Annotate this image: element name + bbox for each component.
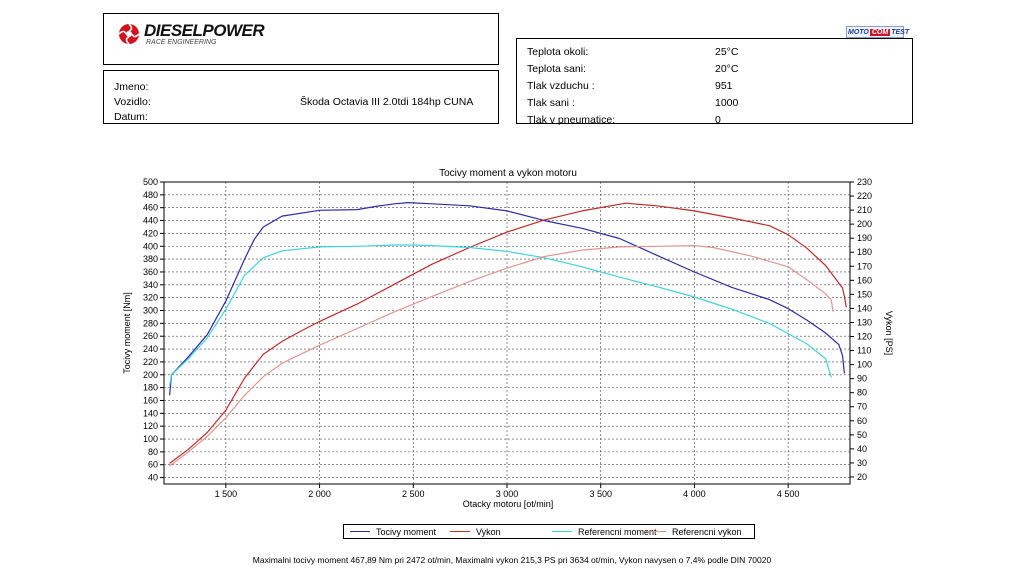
- intake-temp-value: 20°C: [715, 63, 739, 75]
- vehicle-info-panel: Jmeno: Vozidlo: Škoda Octavia III 2.0tdi…: [103, 70, 499, 124]
- y-left-tick-label: 460: [143, 203, 158, 213]
- y-right-tick-label: 230: [857, 177, 872, 187]
- y-right-tick-label: 140: [857, 303, 872, 313]
- summary-footer: Maximalni tocivy moment 467,89 Nm pri 24…: [252, 555, 772, 565]
- tire-pressure-label: Tlak v pneumatice:: [527, 114, 616, 126]
- chart-legend: Tocivy moment Vykon Referencni moment Re…: [343, 524, 755, 539]
- y-left-tick-label: 300: [143, 306, 158, 316]
- legend-swatch-ref-power: [646, 531, 666, 532]
- y-left-tick-label: 160: [143, 395, 158, 405]
- y-left-tick-label: 100: [143, 434, 158, 444]
- y-left-tick-label: 220: [143, 357, 158, 367]
- ambient-temp-label: Teplota okoli:: [527, 46, 589, 58]
- y-right-tick-label: 120: [857, 332, 872, 342]
- motocom-test-badge: MOTO COM TEST: [846, 26, 909, 38]
- air-pressure-value: 951: [715, 80, 733, 92]
- legend-item-power: Vykon: [450, 525, 501, 538]
- y-right-tick-label: 110: [857, 346, 871, 356]
- y-left-tick-label: 400: [143, 241, 158, 251]
- name-label: Jmeno:: [114, 81, 149, 93]
- vehicle-label: Vozidlo:: [114, 96, 151, 108]
- power-line: [169, 202, 847, 464]
- y-right-tick-label: 160: [857, 275, 872, 285]
- legend-label-ref-torque: Referencni moment: [578, 526, 657, 537]
- y-right-tick-label: 60: [857, 416, 867, 426]
- y-axis-left-title: Tocivy moment [Nm]: [122, 292, 132, 374]
- y-left-tick-label: 80: [148, 447, 158, 457]
- legend-item-ref-torque: Referencni moment: [552, 525, 657, 538]
- y-right-tick-label: 80: [857, 388, 867, 398]
- x-tick-label: 2 500: [402, 489, 425, 499]
- y-right-tick-label: 30: [857, 458, 867, 468]
- y-right-tick-label: 210: [857, 205, 872, 215]
- x-axis-title: Otacky motoru [ot/min]: [463, 499, 554, 509]
- y-left-tick-label: 180: [143, 383, 158, 393]
- y-left-tick-label: 40: [148, 473, 158, 483]
- ambient-temp-value: 25°C: [715, 46, 739, 58]
- y-left-tick-label: 420: [143, 228, 158, 238]
- legend-label-power: Vykon: [476, 526, 501, 537]
- y-right-tick-label: 190: [857, 233, 872, 243]
- y-right-tick-label: 100: [857, 360, 872, 370]
- legend-item-torque: Tocivy moment: [350, 525, 436, 538]
- chart-title: Tocivy moment a vykon motoru: [439, 168, 577, 179]
- conditions-panel: Teplota okoli: 25°C Teplota sani: 20°C T…: [516, 38, 913, 126]
- y-left-tick-label: 280: [143, 318, 158, 328]
- air-pressure-label: Tlak vzduchu :: [527, 80, 595, 92]
- intake-pressure-value: 1000: [715, 97, 739, 109]
- brand-name: DIESELPOWER: [144, 21, 265, 40]
- y-right-tick-label: 50: [857, 430, 867, 440]
- torque-line: [169, 202, 845, 396]
- y-right-tick-label: 40: [857, 444, 867, 454]
- x-tick-label: 3 500: [589, 489, 612, 499]
- legend-label-torque: Tocivy moment: [376, 526, 437, 537]
- x-tick-label: 3 000: [496, 489, 519, 499]
- y-axis-right-title: Vykon [PS]: [884, 311, 894, 355]
- y-left-tick-label: 200: [143, 370, 158, 380]
- y-right-tick-label: 150: [857, 289, 872, 299]
- y-left-tick-label: 380: [143, 254, 158, 264]
- y-right-tick-label: 170: [857, 261, 872, 271]
- y-left-tick-label: 320: [143, 293, 158, 303]
- x-tick-label: 1 500: [215, 489, 238, 499]
- date-label: Datum:: [114, 111, 148, 123]
- y-left-tick-label: 500: [143, 177, 158, 187]
- x-tick-label: 4 000: [683, 489, 706, 499]
- x-tick-label: 2 000: [308, 489, 331, 499]
- y-right-tick-label: 220: [857, 191, 872, 201]
- y-left-tick-label: 120: [143, 421, 158, 431]
- intake-temp-label: Teplota sani:: [527, 63, 586, 75]
- legend-swatch-power: [450, 531, 470, 532]
- legend-label-ref-power: Referencni vykon: [672, 526, 742, 537]
- y-left-tick-label: 240: [143, 344, 158, 354]
- y-right-tick-label: 180: [857, 247, 872, 257]
- legend-item-ref-power: Referencni vykon: [646, 525, 742, 538]
- brand-tagline: RACE ENGINEERING: [146, 39, 217, 46]
- legend-swatch-torque: [350, 531, 370, 532]
- y-right-tick-label: 70: [857, 402, 867, 412]
- y-left-tick-label: 140: [143, 408, 158, 418]
- y-right-tick-label: 200: [857, 219, 872, 229]
- vehicle-value: Škoda Octavia III 2.0tdi 184hp CUNA: [300, 96, 474, 108]
- tire-pressure-value: 0: [715, 114, 721, 126]
- y-left-tick-label: 60: [148, 460, 158, 470]
- y-left-tick-label: 260: [143, 331, 158, 341]
- intake-pressure-label: Tlak sani :: [527, 97, 575, 109]
- y-right-tick-label: 20: [857, 472, 867, 482]
- y-left-tick-label: 440: [143, 216, 158, 226]
- y-left-tick-label: 480: [143, 190, 158, 200]
- x-tick-label: 4 500: [777, 489, 800, 499]
- y-right-tick-label: 130: [857, 317, 872, 327]
- logo-panel: DIESELPOWER RACE ENGINEERING: [103, 13, 499, 65]
- y-right-tick-label: 90: [857, 374, 867, 384]
- legend-swatch-ref-torque: [552, 531, 572, 532]
- ref-power-line: [169, 245, 834, 467]
- y-left-tick-label: 340: [143, 280, 158, 290]
- turbo-logo-icon: [118, 23, 140, 45]
- ref-torque-line: [169, 244, 832, 386]
- y-left-tick-label: 360: [143, 267, 158, 277]
